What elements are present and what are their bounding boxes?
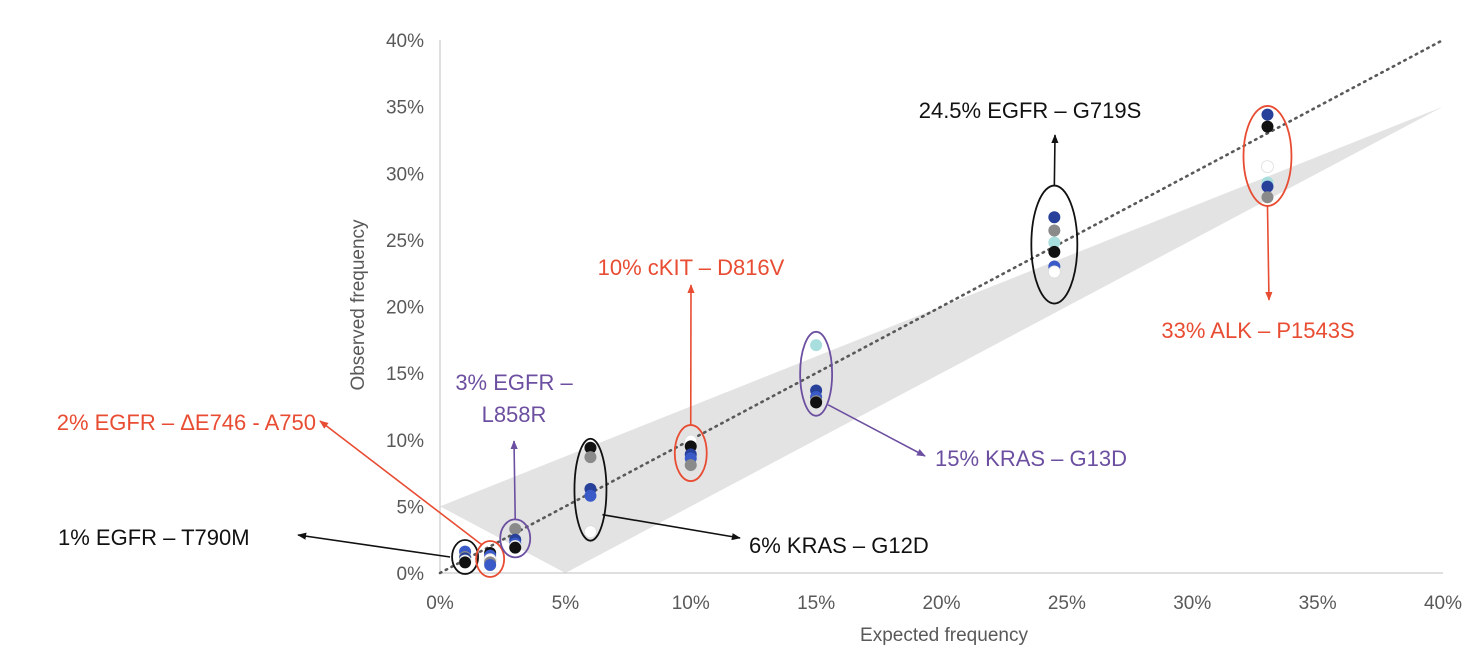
data-point-10pct-ckit-d816v bbox=[684, 459, 697, 472]
y-tick-label: 40% bbox=[386, 31, 424, 52]
data-point-15pct-kras-g13d bbox=[810, 339, 823, 352]
data-point-6pct-kras-g12d bbox=[584, 451, 597, 464]
y-tick-label: 30% bbox=[386, 164, 424, 185]
y-tick-label: 0% bbox=[397, 564, 425, 585]
annotation-arrow-24p5pct-egfr-g719s bbox=[1051, 134, 1059, 186]
data-point-24p5pct-egfr-g719s bbox=[1048, 245, 1061, 258]
data-point-2pct-egfr-e746-a750 bbox=[484, 559, 497, 572]
y-axis-title: Observed frequency bbox=[348, 219, 369, 391]
data-point-6pct-kras-g12d bbox=[584, 489, 597, 502]
data-point-24p5pct-egfr-g719s bbox=[1047, 265, 1061, 279]
data-point-24p5pct-egfr-g719s bbox=[1048, 224, 1061, 237]
annotation-label-1pct-egfr-t790m: 1% EGFR – T790M bbox=[58, 525, 250, 550]
data-point-24p5pct-egfr-g719s bbox=[1048, 211, 1061, 224]
x-tick-label: 15% bbox=[797, 593, 835, 614]
data-point-6pct-kras-g12d bbox=[584, 525, 597, 539]
annotation-arrow-1pct-egfr-t790m bbox=[297, 532, 451, 558]
annotation-label-10pct-ckit-d816v: 10% cKIT – D816V bbox=[598, 255, 785, 280]
annotation-label-24p5pct-egfr-g719s: 24.5% EGFR – G719S bbox=[919, 98, 1142, 123]
x-tick-label: 40% bbox=[1424, 593, 1462, 614]
data-point-33pct-alk-p1543s bbox=[1261, 191, 1274, 204]
group-ellipse-1pct-egfr-t790m bbox=[451, 539, 479, 575]
data-point-24p5pct-egfr-g719s bbox=[1048, 236, 1061, 249]
group-ellipse-2pct-egfr-e746-a750 bbox=[475, 540, 506, 578]
x-tick-label: 5% bbox=[552, 593, 580, 614]
data-point-3pct-egfr-l858r bbox=[509, 541, 522, 554]
annotation-label-3pct-egfr-l858r-line2: L858R bbox=[482, 402, 547, 427]
x-tick-label: 35% bbox=[1299, 593, 1337, 614]
y-tick-label: 35% bbox=[386, 98, 424, 119]
annotation-arrow-3pct-egfr-l858r bbox=[510, 440, 518, 520]
x-tick-label: 20% bbox=[922, 593, 960, 614]
data-point-33pct-alk-p1543s bbox=[1261, 180, 1274, 193]
data-point-33pct-alk-p1543s bbox=[1261, 120, 1274, 133]
y-tick-label: 20% bbox=[386, 298, 424, 319]
x-tick-label: 10% bbox=[672, 593, 710, 614]
annotation-arrow-15pct-kras-g13d bbox=[827, 404, 926, 457]
annotation-arrow-33pct-alk-p1543s bbox=[1265, 205, 1273, 301]
annotation-label-3pct-egfr-l858r: 3% EGFR – bbox=[455, 370, 573, 395]
annotation-arrow-6pct-kras-g12d bbox=[602, 513, 741, 541]
y-tick-label: 25% bbox=[386, 231, 424, 252]
y-tick-label: 10% bbox=[386, 431, 424, 452]
x-tick-label: 25% bbox=[1048, 593, 1086, 614]
y-tick-label: 15% bbox=[386, 364, 424, 385]
data-point-33pct-alk-p1543s bbox=[1261, 108, 1274, 121]
annotation-label-15pct-kras-g13d: 15% KRAS – G13D bbox=[935, 446, 1127, 471]
data-point-33pct-alk-p1543s bbox=[1261, 160, 1274, 173]
y-tick-label: 5% bbox=[397, 497, 425, 518]
data-point-1pct-egfr-t790m bbox=[459, 556, 472, 569]
x-tick-label: 0% bbox=[426, 593, 454, 614]
annotation-label-2pct-egfr-e746-a750: 2% EGFR – ΔE746 - A750 bbox=[57, 410, 316, 435]
data-point-3pct-egfr-l858r bbox=[509, 523, 522, 536]
annotation-label-6pct-kras-g12d: 6% KRAS – G12D bbox=[749, 533, 929, 558]
data-point-15pct-kras-g13d bbox=[810, 396, 823, 409]
x-tick-label: 30% bbox=[1173, 593, 1211, 614]
annotation-label-33pct-alk-p1543s: 33% ALK – P1543S bbox=[1161, 318, 1354, 343]
annotation-arrow-2pct-egfr-e746-a750 bbox=[319, 420, 483, 546]
group-ellipse-6pct-kras-g12d bbox=[573, 437, 608, 542]
data-point-6pct-kras-g12d bbox=[584, 441, 597, 454]
group-ellipse-15pct-kras-g13d bbox=[799, 330, 834, 417]
x-axis-title: Expected frequency bbox=[860, 625, 1028, 646]
